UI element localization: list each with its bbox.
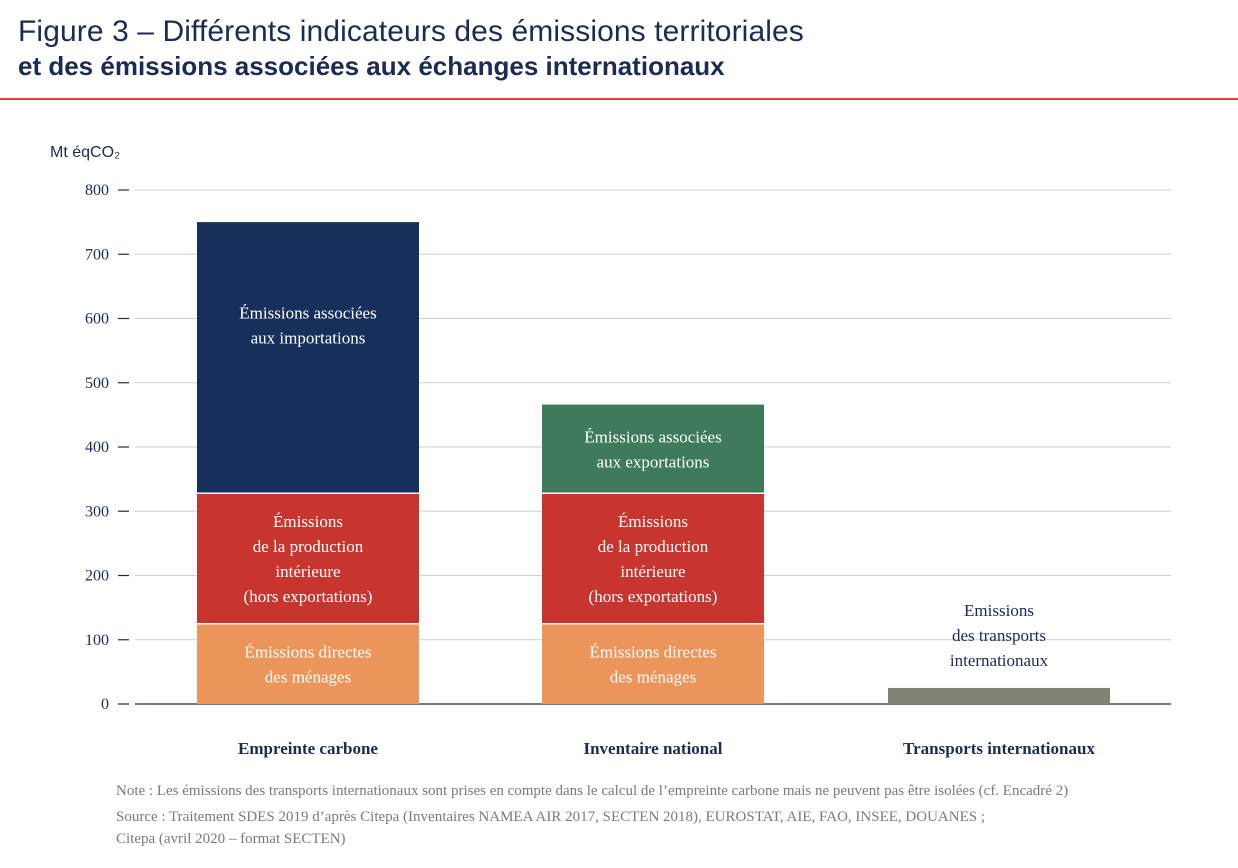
y-tick-label-400: 400: [85, 439, 109, 456]
bar-segment-label-1-1-line-3: (hors exportations): [589, 587, 718, 606]
category-label-1: Inventaire national: [583, 739, 722, 758]
bar-segment-label-1-1-line-0: Émissions: [618, 512, 688, 531]
title-line-2: et des émissions associées aux échanges …: [18, 51, 725, 81]
stacked-bar-chart: Mt éqCO₂ 0 100 200 300 400 500 600 700 800 Émissio…: [50, 144, 1171, 758]
y-tick-label-800: 800: [85, 182, 109, 199]
bar-segment-1-0: [542, 623, 764, 704]
bar-segment-label-1-1-line-1: de la production: [598, 537, 709, 556]
bar-segment-2-4: [888, 687, 1110, 704]
bar-segment-label-0-2-line-1: aux importations: [251, 329, 366, 348]
bar-segment-label-1-3-line-0: Émissions associées: [584, 427, 721, 446]
bar-segment-0-0: [197, 623, 419, 704]
bar-segment-label-0-1-line-2: intérieure: [275, 562, 340, 581]
bar-segment-1-3: [542, 404, 764, 494]
bar-segment-label-0-1-line-3: (hors exportations): [244, 587, 373, 606]
bar-segment-label-0-0-line-1: des ménages: [265, 667, 351, 686]
chart-source-line-2: Citepa (avril 2020 – format SECTEN): [116, 831, 346, 847]
y-tick-label-100: 100: [85, 632, 109, 649]
bar-segment-label-1-0-line-0: Émissions directes: [589, 642, 716, 661]
bar-segment-0-2: [197, 222, 419, 494]
y-axis-unit-label: Mt éqCO₂: [50, 144, 120, 161]
bar-segment-label-2-4-line-1: des transports: [952, 626, 1046, 645]
y-tick-label-0: 0: [101, 696, 109, 713]
bar-segment-label-2-4-line-0: Emissions: [964, 601, 1034, 620]
bar-segment-label-0-2-line-0: Émissions associées: [239, 304, 376, 323]
bar-segment-1-1: [542, 493, 764, 624]
y-tick-label-300: 300: [85, 503, 109, 520]
title-line-1: Figure 3 – Différents indicateurs des ém…: [18, 15, 804, 48]
chart-note: Note : Les émissions des transports inte…: [116, 783, 1069, 799]
y-tick-label-200: 200: [85, 568, 109, 585]
title-divider: [0, 98, 1238, 100]
category-label-2: Transports internationaux: [903, 739, 1095, 758]
bar-segment-label-1-3-line-1: aux exportations: [597, 452, 710, 471]
y-tick-label-500: 500: [85, 375, 109, 392]
figure-title: Figure 3 – Différents indicateurs des ém…: [18, 14, 1218, 82]
bar-segment-label-1-0-line-1: des ménages: [610, 667, 696, 686]
y-tick-label-600: 600: [85, 311, 109, 328]
bar-segment-label-0-1-line-1: de la production: [253, 537, 364, 556]
bar-segment-0-1: [197, 493, 419, 624]
bar-segment-label-0-0-line-0: Émissions directes: [244, 642, 371, 661]
bar-segment-label-1-1-line-2: intérieure: [620, 562, 685, 581]
chart-source-line-1: Source : Traitement SDES 2019 d’après Ci…: [116, 809, 986, 825]
category-label-0: Empreinte carbone: [238, 739, 378, 758]
y-tick-label-700: 700: [85, 246, 109, 263]
bar-segment-label-2-4-line-2: internationaux: [950, 651, 1049, 670]
bar-segment-label-0-1-line-0: Émissions: [273, 512, 343, 531]
